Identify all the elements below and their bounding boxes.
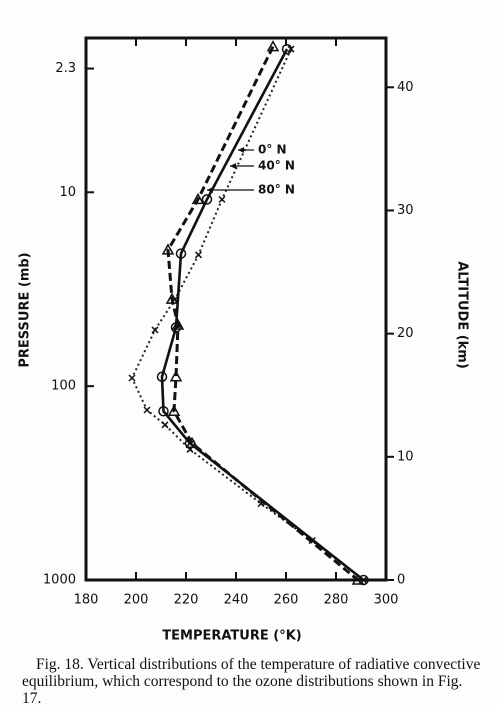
y2-tick-label: 10: [397, 449, 414, 464]
x-tick-label: 180: [74, 593, 99, 608]
y-tick-label: 1000: [43, 573, 76, 588]
x-axis-title: TEMPERATURE (°K): [162, 629, 301, 644]
marker: [194, 251, 203, 259]
x-tick-label: 300: [374, 593, 399, 608]
series-label: 0° N: [258, 143, 287, 157]
marker: [266, 40, 280, 52]
y-tick-label: 2.3: [55, 61, 76, 76]
y2-tick-label: 20: [397, 326, 414, 341]
series-label: 80° N: [258, 183, 295, 197]
marker: [158, 405, 169, 417]
x-tick-label: 280: [324, 593, 349, 608]
x-tick-label: 200: [124, 593, 149, 608]
marker: [171, 318, 185, 330]
x-tick-label: 220: [174, 593, 199, 608]
marker: [161, 243, 175, 255]
marker: [151, 326, 159, 334]
x-tick-label: 260: [274, 593, 299, 608]
series-line: [131, 48, 365, 581]
y2-tick-label: 40: [397, 80, 414, 95]
marker: [143, 406, 151, 414]
marker: [351, 573, 365, 585]
arrow-head: [207, 187, 213, 193]
y2-tick-label: 30: [397, 203, 414, 218]
marker: [128, 374, 136, 382]
marker: [175, 248, 187, 259]
x-tick-label: 240: [224, 593, 249, 608]
series-line: [166, 45, 359, 582]
marker: [167, 404, 181, 416]
y2-tick-label: 0: [397, 573, 405, 588]
chart: PRESSURE (mb) ALTITUDE (km) TEMPERATURE …: [18, 36, 470, 644]
marker: [156, 371, 168, 382]
marker: [201, 194, 213, 205]
y-tick-label: 100: [51, 379, 76, 394]
marker: [169, 370, 183, 382]
series-line: [160, 48, 365, 582]
plot-frame: [84, 36, 388, 582]
y-axis-title: PRESSURE (mb): [18, 252, 33, 367]
arrow-head: [238, 147, 244, 153]
caption: Fig. 18. Vertical distributions of the t…: [22, 656, 481, 707]
marker: [191, 192, 205, 205]
marker: [161, 421, 169, 429]
y2-axis-title: ALTITUDE (km): [455, 261, 470, 369]
marker: [218, 195, 226, 203]
arrow-head: [230, 163, 236, 169]
marker: [281, 43, 293, 55]
series-label: 40° N: [258, 159, 295, 173]
marker: [165, 292, 179, 304]
y-tick-label: 10: [59, 185, 76, 200]
marker: [185, 436, 199, 449]
